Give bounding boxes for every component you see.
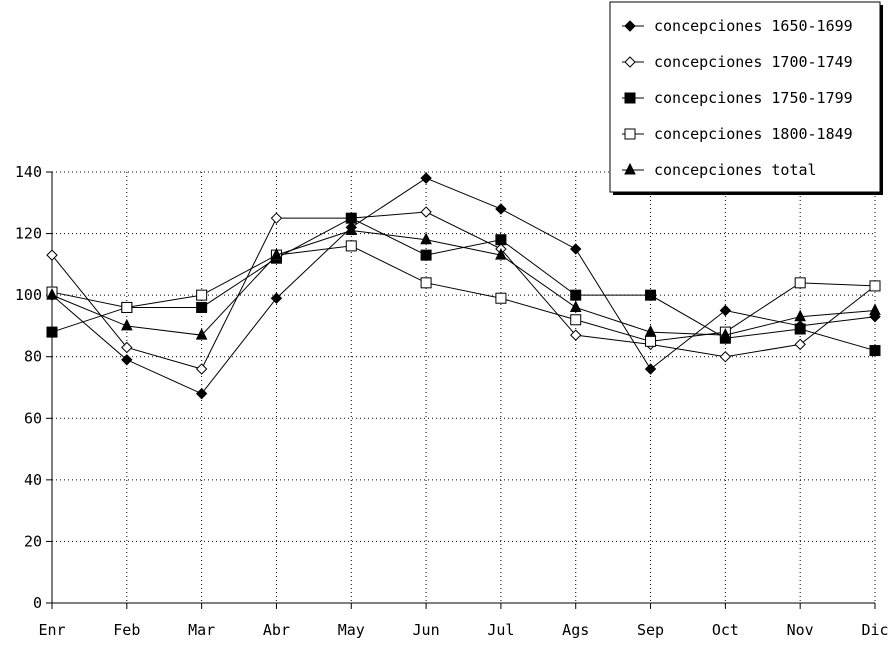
data-point <box>644 324 657 337</box>
legend-label: concepciones 1750-1799 <box>654 89 853 107</box>
legend-label: concepciones 1800-1849 <box>654 125 853 143</box>
legend-box <box>609 1 881 193</box>
data-point <box>345 212 357 224</box>
series-5 <box>46 223 881 340</box>
data-point <box>420 277 432 289</box>
legend: concepciones 1650-1699 concepciones 1700-… <box>609 1 883 195</box>
legend-marker <box>624 128 636 140</box>
data-point <box>645 335 657 347</box>
data-point <box>719 304 732 317</box>
series-4 <box>46 240 881 347</box>
y-tick-label: 60 <box>24 409 42 427</box>
data-point <box>569 300 582 312</box>
data-point <box>869 280 881 292</box>
series-line <box>51 229 876 336</box>
data-point <box>345 240 357 252</box>
data-point <box>46 288 58 300</box>
data-point <box>270 248 283 260</box>
y-tick-label: 140 <box>15 163 42 181</box>
data-point <box>645 289 657 301</box>
data-point <box>420 232 432 245</box>
series-layer <box>46 172 881 400</box>
data-point <box>495 234 507 246</box>
y-tick-label: 120 <box>15 225 42 243</box>
data-point <box>570 314 582 326</box>
data-point <box>719 351 732 363</box>
x-tick-label: Jul <box>487 621 514 639</box>
data-point <box>345 223 358 235</box>
series-line <box>51 217 876 352</box>
y-tick-label: 20 <box>24 532 42 550</box>
x-tick-label: Oct <box>712 621 739 639</box>
data-point <box>794 323 806 335</box>
series-1 <box>46 172 881 400</box>
x-tick-label: Nov <box>787 621 814 639</box>
data-point <box>46 249 58 261</box>
x-tick-label: Dic <box>861 621 888 639</box>
data-point <box>570 243 582 255</box>
legend-label: concepciones 1700-1749 <box>654 53 853 71</box>
x-tick-label: Feb <box>113 621 140 639</box>
data-point <box>420 206 432 218</box>
y-tick-label: 0 <box>33 594 42 612</box>
x-tick-label: Abr <box>263 621 290 639</box>
legend-marker <box>624 20 636 32</box>
grid <box>52 171 876 603</box>
legend-marker <box>624 162 636 175</box>
data-point <box>195 387 208 400</box>
data-point <box>121 301 133 313</box>
axes: 0 20 40 60 80 100 120 140 Enr Feb Mar Abr May Jun Jul A… <box>15 163 889 639</box>
data-point <box>495 292 507 304</box>
data-point <box>495 203 507 215</box>
data-point <box>420 249 432 261</box>
x-tick-label: Jun <box>413 621 440 639</box>
data-point <box>121 318 133 331</box>
data-point <box>644 363 657 375</box>
data-point <box>570 289 582 301</box>
series-line <box>51 211 876 370</box>
series-line <box>51 245 876 342</box>
data-point <box>196 301 208 313</box>
data-point <box>869 345 881 357</box>
data-point <box>420 172 432 184</box>
data-point <box>46 326 58 338</box>
data-point <box>270 292 283 304</box>
data-point <box>719 328 732 340</box>
x-tick-label: Enr <box>38 621 65 639</box>
data-point <box>270 212 283 224</box>
series-3 <box>46 212 881 357</box>
y-tick-label: 100 <box>15 286 42 304</box>
legend-label: concepciones 1650-1699 <box>654 17 853 35</box>
data-point <box>195 328 208 340</box>
x-tick-label: Sep <box>637 621 664 639</box>
series-line <box>51 177 876 395</box>
data-point <box>794 277 806 289</box>
data-point <box>794 338 806 351</box>
legend-marker <box>624 56 636 68</box>
x-tick-label: May <box>338 621 365 639</box>
data-point <box>196 289 208 301</box>
legend-marker <box>624 92 636 104</box>
data-point <box>195 363 208 375</box>
y-tick-label: 40 <box>24 471 42 489</box>
y-tick-label: 80 <box>24 348 42 366</box>
data-point <box>495 248 507 260</box>
data-point <box>121 341 133 354</box>
data-point <box>121 354 133 366</box>
data-point <box>570 329 582 341</box>
x-tick-label: Ags <box>562 621 589 639</box>
x-tick-label: Mar <box>188 621 215 639</box>
data-point <box>794 309 806 322</box>
data-point <box>869 303 881 316</box>
legend-label: concepciones total <box>654 161 817 179</box>
